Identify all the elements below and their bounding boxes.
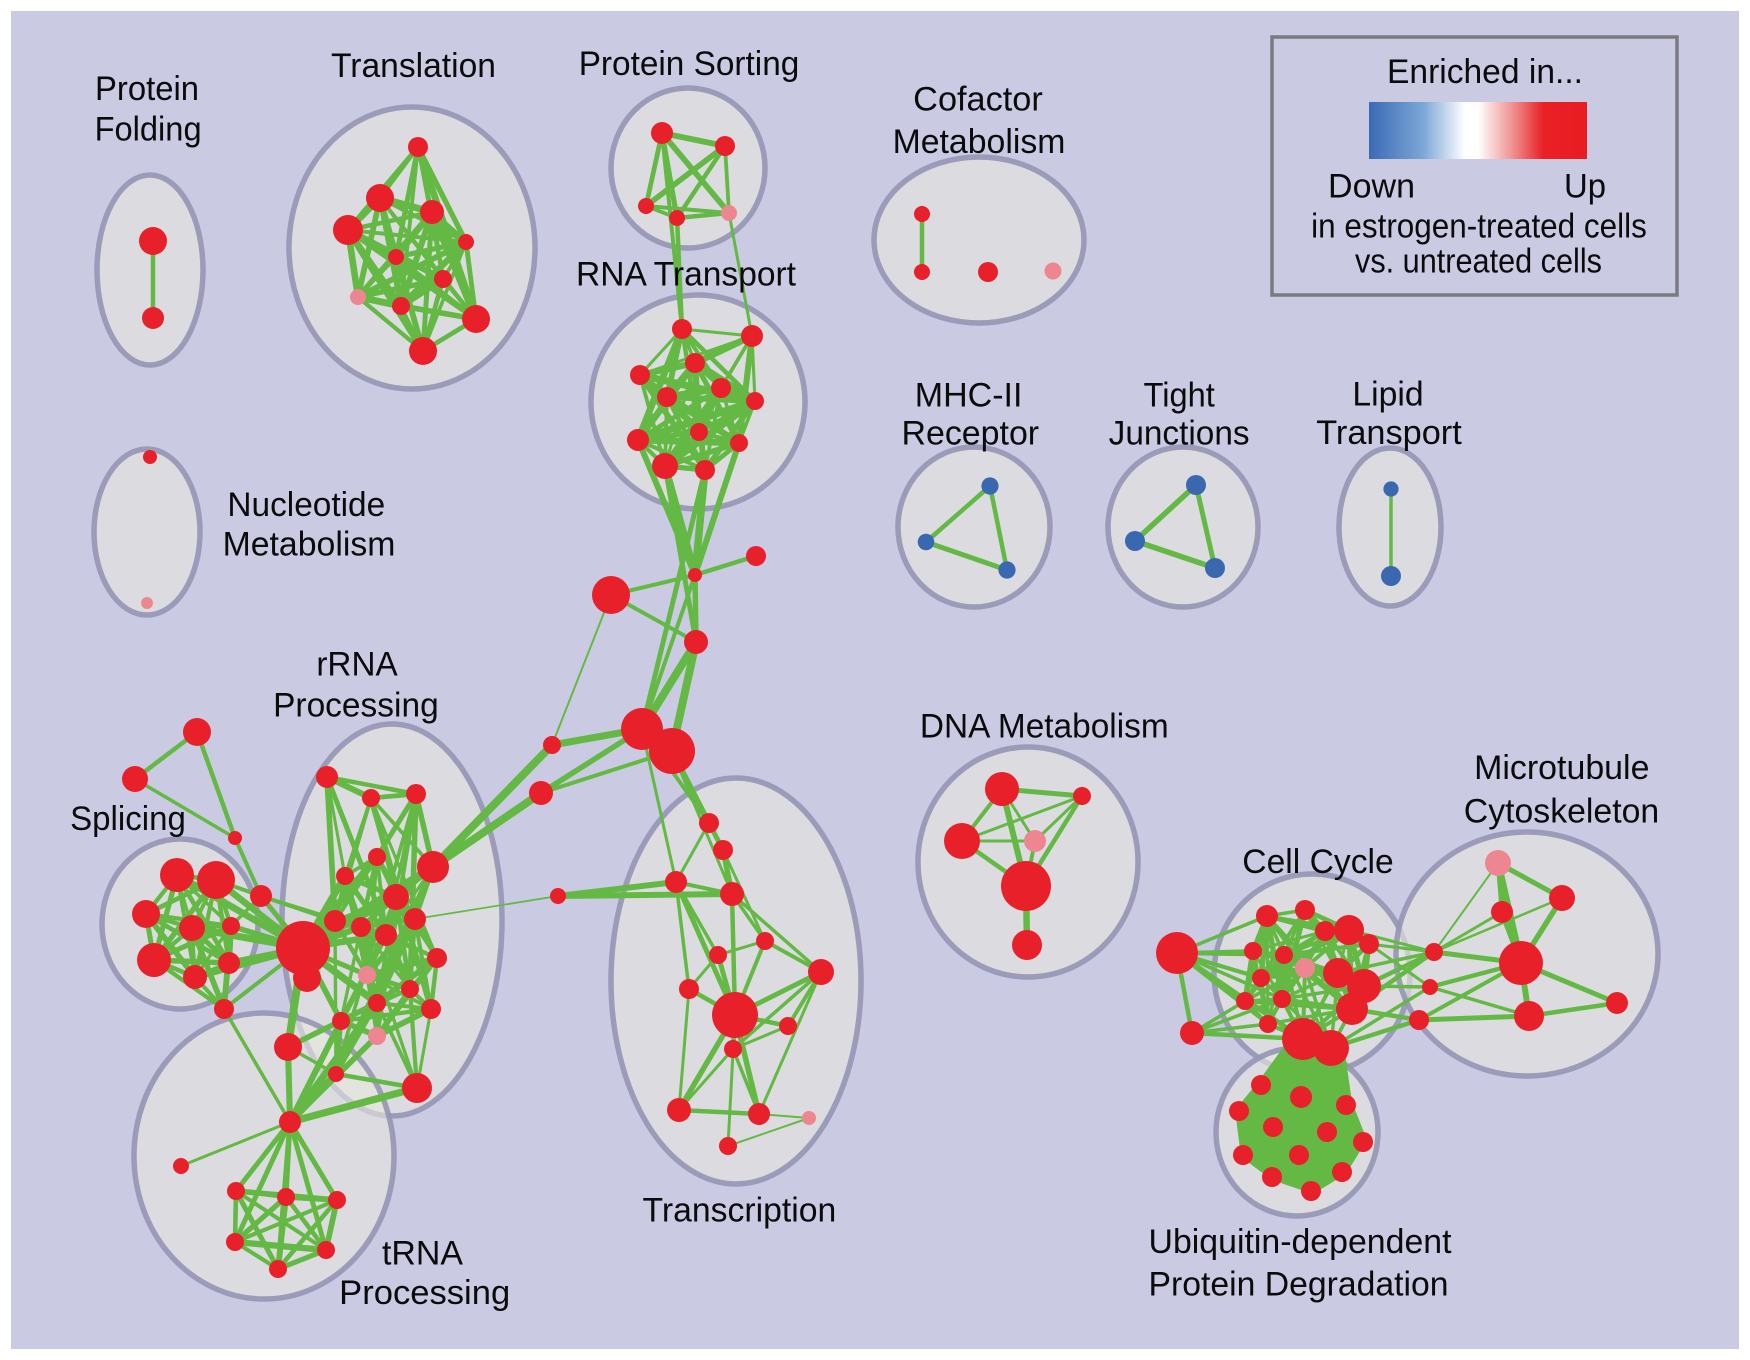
svg-text:Tight: Tight xyxy=(1144,376,1216,414)
svg-text:Junctions: Junctions xyxy=(1109,415,1250,453)
svg-text:Protein Degradation: Protein Degradation xyxy=(1149,1266,1449,1304)
svg-text:RNA Transport: RNA Transport xyxy=(576,256,797,294)
svg-text:Nucleotide: Nucleotide xyxy=(227,486,385,524)
svg-text:Ubiquitin-dependent: Ubiquitin-dependent xyxy=(1149,1223,1453,1261)
svg-text:Up: Up xyxy=(1564,168,1606,206)
svg-text:Cofactor: Cofactor xyxy=(913,81,1043,119)
svg-text:Processing: Processing xyxy=(273,687,439,725)
svg-text:Microtubule: Microtubule xyxy=(1474,749,1649,787)
svg-text:rRNA: rRNA xyxy=(316,646,398,684)
svg-text:Folding: Folding xyxy=(95,111,202,149)
svg-text:Lipid: Lipid xyxy=(1352,375,1423,413)
svg-text:Transport: Transport xyxy=(1316,414,1462,452)
svg-text:in estrogen-treated cells: in estrogen-treated cells xyxy=(1311,208,1647,246)
svg-text:tRNA: tRNA xyxy=(382,1235,463,1273)
svg-text:Metabolism: Metabolism xyxy=(893,123,1066,161)
svg-text:Protein: Protein xyxy=(95,70,199,108)
svg-text:Metabolism: Metabolism xyxy=(223,525,396,563)
svg-text:Down: Down xyxy=(1328,168,1415,206)
svg-text:Processing: Processing xyxy=(339,1274,510,1312)
svg-text:Enriched in...: Enriched in... xyxy=(1387,53,1583,91)
svg-text:Transcription: Transcription xyxy=(643,1192,837,1230)
svg-text:Cell Cycle: Cell Cycle xyxy=(1242,843,1393,881)
svg-text:DNA Metabolism: DNA Metabolism xyxy=(920,707,1169,745)
svg-text:Splicing: Splicing xyxy=(70,800,186,838)
svg-text:Protein Sorting: Protein Sorting xyxy=(579,45,800,83)
svg-text:Cytoskeleton: Cytoskeleton xyxy=(1464,792,1659,830)
svg-text:Translation: Translation xyxy=(331,47,496,85)
svg-text:MHC-II: MHC-II xyxy=(915,376,1023,414)
svg-text:vs. untreated cells: vs. untreated cells xyxy=(1355,243,1602,281)
svg-text:Receptor: Receptor xyxy=(902,415,1040,453)
